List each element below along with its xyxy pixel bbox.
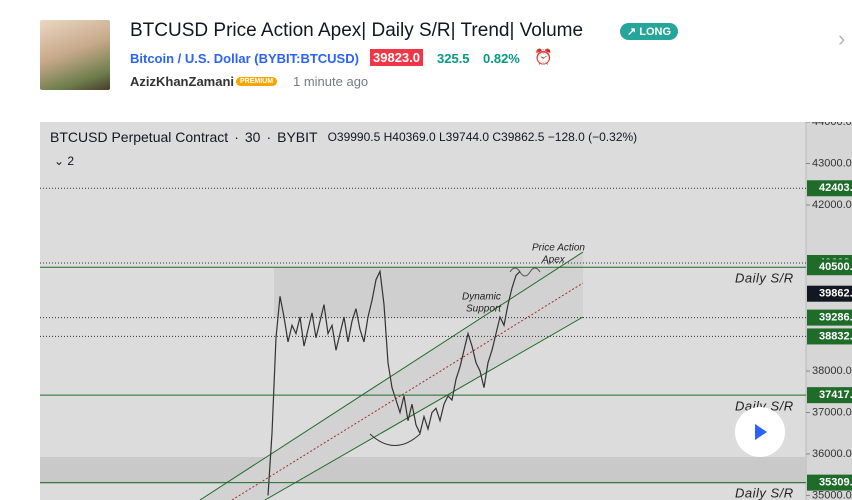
y-tick-label: 38000.0: [812, 365, 852, 377]
y-tick-label: 43000.0: [812, 157, 852, 169]
level-label: 39862.5: [819, 288, 852, 300]
channel-lower: [264, 316, 584, 500]
y-tick-label: 36000.0: [812, 448, 852, 460]
badge-text: LONG: [639, 26, 672, 38]
level-label: 38832.0: [819, 330, 852, 342]
chart-title: BTCUSD Perpetual Contract: [50, 129, 228, 145]
time: 1 minute ago: [293, 74, 369, 89]
annotation: Daily S/R: [735, 485, 794, 500]
annotation: Daily S/R: [735, 270, 794, 285]
level-tag: [807, 328, 852, 345]
y-tick-label: 42000.0: [812, 199, 852, 211]
indicator-toggle[interactable]: ⌄ 2: [54, 154, 74, 168]
annotation: Dynamic: [462, 292, 501, 303]
price: 39823.0: [370, 49, 423, 66]
squiggle: [509, 267, 541, 277]
chart-header: BTCUSD Perpetual Contract · 30 · BYBIT O39990…: [50, 129, 637, 145]
level-label: 40500.0: [819, 261, 852, 273]
thumbnail[interactable]: [40, 20, 110, 90]
level-label: 39286.0: [819, 312, 852, 324]
annotation: Price Action: [532, 243, 585, 254]
curve-arrow: [369, 433, 421, 446]
next-arrow[interactable]: ›: [838, 26, 846, 51]
zone: [40, 457, 806, 484]
level-label: 42403.0: [819, 182, 852, 194]
alarm-icon[interactable]: ⏰: [534, 49, 553, 66]
y-tick-label: 37000.0: [812, 406, 852, 418]
chart: BTCUSD Perpetual Contract · 30 · BYBIT O39990…: [40, 122, 852, 500]
annotation: Apex: [541, 255, 566, 266]
play-button[interactable]: [735, 407, 785, 457]
annotation: Support: [466, 304, 502, 315]
price-line: [267, 269, 521, 496]
level-tag: [807, 259, 852, 276]
channel-upper: [199, 251, 584, 500]
channel-mid: [231, 282, 584, 500]
y-tick-label: 35000.0: [812, 489, 852, 500]
ohlc: O39990.5 H40369.0 L39744.0 C39862.5 −128…: [328, 130, 638, 144]
play-icon[interactable]: [755, 424, 767, 440]
interval: 30: [245, 129, 261, 145]
level-tag: [807, 309, 852, 326]
y-tick-label: 44000.0: [812, 122, 852, 128]
exchange: BYBIT: [277, 129, 318, 145]
change-pct: 0.82%: [483, 51, 520, 66]
change: 325.5: [437, 51, 470, 66]
level-tag: [807, 285, 852, 302]
level-tag: [807, 387, 852, 404]
indicator-count: 2: [67, 154, 74, 168]
level-tag: [807, 474, 852, 491]
level-label: 37417.0: [819, 389, 852, 401]
author[interactable]: AzizKhanZamani: [130, 74, 235, 89]
symbol-link[interactable]: Bitcoin / U.S. Dollar (BYBIT:BTCUSD): [130, 51, 359, 66]
level-label: 35309.0: [819, 477, 852, 489]
premium-badge: PREMIUM: [236, 77, 278, 86]
long-badge: ↗ LONG: [620, 23, 679, 40]
level-tag: [807, 180, 852, 197]
idea-title[interactable]: BTCUSD Price Action Apex| Daily S/R| Tre…: [130, 20, 584, 41]
